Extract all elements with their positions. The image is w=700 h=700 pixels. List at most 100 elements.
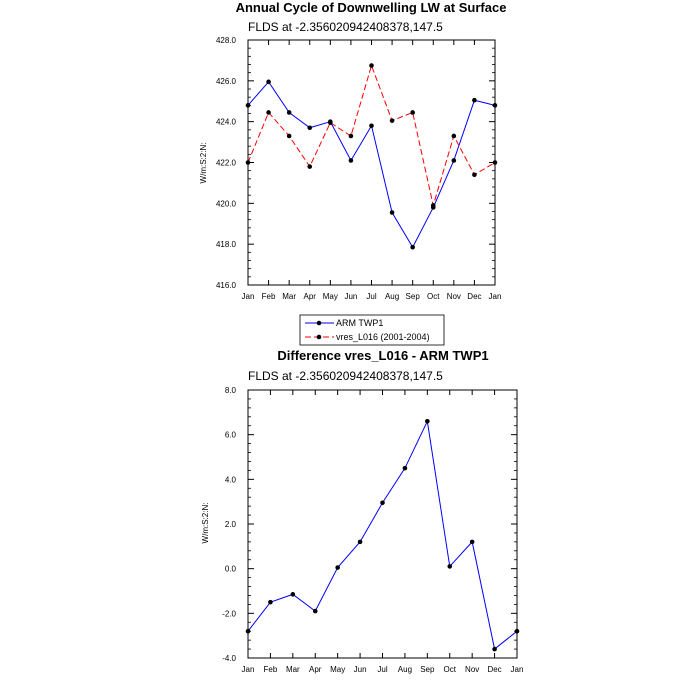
bottom-data-point: [447, 564, 453, 569]
x-tick-label: Jul: [366, 292, 376, 301]
y-tick-label: 8.0: [225, 386, 237, 395]
bottom-data-point: [425, 418, 430, 424]
top-data-point: [389, 210, 395, 215]
x-tick-label: Apr: [304, 292, 317, 301]
bottom-chart-title: Difference vres_L016 - ARM TWP1: [277, 348, 488, 363]
x-tick-label: Oct: [427, 292, 440, 301]
y-tick-label: -2.0: [222, 609, 236, 618]
legend-box: [299, 314, 445, 346]
y-tick-label: 4.0: [225, 475, 237, 484]
x-tick-label: Jan: [489, 292, 502, 301]
top-data-point: [286, 133, 292, 139]
top-data-point: [286, 110, 292, 115]
legend: ARM TWP1 vres_L016 (2001-2004): [299, 314, 445, 346]
top-data-point: [328, 120, 333, 125]
bottom-series: [245, 418, 520, 652]
bottom-data-point: [492, 646, 497, 652]
bottom-data-point: [380, 500, 385, 506]
top-data-point: [410, 110, 415, 115]
top-data-point: [451, 158, 457, 163]
y-tick-label: -4.0: [222, 654, 236, 663]
x-tick-label: Jun: [354, 665, 367, 674]
y-tick-label: 6.0: [225, 431, 237, 440]
top-series: [245, 63, 498, 250]
bottom-chart-ylabel: W/m:S:2:N:: [201, 503, 210, 544]
x-tick-label: Oct: [444, 665, 457, 674]
y-tick-label: 2.0: [225, 520, 237, 529]
top-data-point: [245, 103, 251, 108]
bottom-data-point: [290, 592, 296, 597]
top-data-point: [369, 123, 374, 129]
x-tick-label: Dec: [467, 292, 481, 301]
top-data-point: [472, 97, 477, 103]
x-tick-label: Jan: [242, 665, 255, 674]
top-series-line-0: [247, 81, 496, 249]
legend-arm-label: ARM TWP1: [336, 318, 383, 328]
top-plot-frame: [247, 39, 496, 286]
bottom-series-line-0: [247, 419, 518, 650]
bottom-plot-frame: [247, 389, 518, 659]
x-tick-label: Jan: [242, 292, 255, 301]
x-tick-label: Aug: [398, 665, 412, 674]
top-data-point: [472, 172, 477, 178]
bottom-chart-subtitle: FLDS at -2.356020942408378,147.5: [248, 369, 443, 383]
top-chart-ylabel: W/m:S:2:N:: [199, 143, 208, 184]
y-tick-label: 422.0: [216, 159, 237, 168]
top-axes: Jan Feb Mar Apr May Jun Jul Aug Sep Oct Nov Dec Jan 4…: [216, 36, 501, 301]
bottom-data-point: [514, 628, 520, 634]
x-tick-label: Jul: [377, 665, 387, 674]
y-tick-label: 426.0: [216, 77, 237, 86]
top-data-point: [410, 244, 415, 250]
x-tick-label: Mar: [286, 665, 300, 674]
x-tick-label: Nov: [447, 292, 461, 301]
x-tick-label: Sep: [420, 665, 435, 674]
x-tick-label: Mar: [282, 292, 296, 301]
top-data-point: [451, 133, 457, 139]
x-tick-label: Apr: [309, 665, 322, 674]
y-tick-label: 424.0: [216, 118, 237, 127]
x-tick-label: Dec: [487, 665, 501, 674]
top-chart-subtitle: FLDS at -2.356020942408378,147.5: [248, 20, 443, 34]
y-tick-label: 428.0: [216, 36, 237, 45]
x-tick-label: Feb: [262, 292, 276, 301]
y-tick-label: 0.0: [225, 565, 237, 574]
bottom-data-point: [357, 539, 363, 545]
top-series-line-1: [247, 63, 496, 208]
top-data-point: [348, 133, 354, 139]
bottom-chart: Difference vres_L016 - ARM TWP1 FLDS at …: [201, 348, 523, 674]
top-data-point: [430, 203, 436, 208]
bottom-data-point: [335, 565, 340, 570]
y-tick-label: 420.0: [216, 199, 237, 208]
x-tick-label: Feb: [264, 665, 278, 674]
x-tick-label: Sep: [406, 292, 421, 301]
x-tick-label: Jan: [511, 665, 524, 674]
top-data-point: [266, 79, 271, 85]
legend-model-marker: [316, 334, 322, 340]
bottom-data-point: [402, 465, 408, 471]
x-tick-label: May: [330, 665, 345, 674]
y-tick-label: 418.0: [216, 240, 237, 249]
x-tick-label: May: [323, 292, 338, 301]
top-chart: Annual Cycle of Downwelling LW at Surfac…: [199, 0, 506, 301]
top-data-point: [307, 164, 313, 169]
top-data-point: [266, 110, 271, 115]
top-data-point: [492, 103, 498, 108]
top-data-point: [307, 125, 313, 131]
top-data-point: [348, 158, 354, 163]
bottom-axes: Jan Feb Mar Apr May Jun Jul Aug Sep Oct Nov Dec Jan 8…: [222, 386, 523, 674]
bottom-data-point: [312, 608, 318, 614]
x-tick-label: Jun: [344, 292, 357, 301]
legend-arm-marker: [316, 320, 322, 326]
bottom-data-point: [469, 539, 475, 545]
bottom-data-point: [268, 599, 273, 605]
top-data-point: [492, 160, 498, 165]
top-data-point: [389, 118, 395, 123]
x-tick-label: Nov: [465, 665, 479, 674]
top-chart-title: Annual Cycle of Downwelling LW at Surfac…: [236, 0, 507, 15]
y-tick-label: 416.0: [216, 281, 237, 290]
x-tick-label: Aug: [385, 292, 399, 301]
top-data-point: [245, 160, 251, 165]
legend-model-label: vres_L016 (2001-2004): [336, 332, 430, 342]
top-data-point: [369, 63, 374, 68]
